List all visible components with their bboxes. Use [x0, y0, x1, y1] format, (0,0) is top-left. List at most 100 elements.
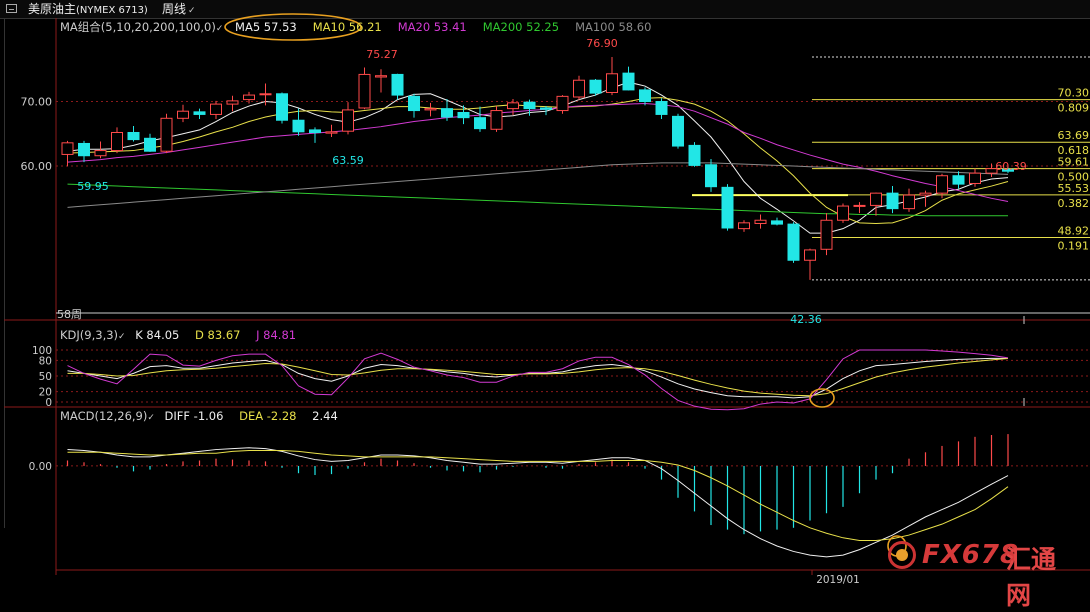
candle-body [771, 220, 783, 225]
candle-body [969, 172, 981, 184]
low-label-1: 63.59 [332, 154, 364, 167]
price-axis-label: 60.00 [21, 160, 53, 173]
ma-legend-item-ma10: MA10 56.21 [312, 20, 382, 34]
price-legend: MA组合(5,10,20,200,100,0)✓ MA5 57.53 MA10 5… [60, 20, 651, 36]
candle-body [507, 102, 519, 110]
candle-body [177, 110, 189, 119]
candle-body [589, 79, 602, 94]
candle-body [639, 89, 651, 103]
chevron-down-icon: ✓ [118, 332, 126, 342]
fib-price-label: 55.53 [1058, 182, 1090, 195]
chevron-down-icon: ✓ [188, 6, 196, 16]
instrument-title[interactable]: 美原油主(NYMEX 6713) [28, 2, 148, 16]
candle-body [309, 129, 321, 133]
chevron-down-icon: ✓ [147, 413, 155, 423]
candle-body [936, 175, 948, 194]
kdj-line-j [67, 349, 1009, 411]
fib-price-label: 70.30 [1058, 87, 1090, 100]
fib-ratio-label: 0.618 [1058, 144, 1090, 157]
candle-body [259, 93, 272, 96]
candle-body [243, 94, 255, 101]
candle-body [325, 131, 338, 134]
macd-line-diff [67, 447, 1009, 558]
candle-body [721, 186, 734, 229]
ma-line-ma200 [67, 183, 1008, 217]
watermark-text: FX678 [922, 540, 1020, 570]
kdj-cross-highlight [809, 388, 835, 408]
high-label-1: 75.27 [366, 48, 398, 61]
macd-dea-value: DEA -2.28 [239, 409, 297, 423]
candle-body [705, 164, 717, 188]
period-selector[interactable]: 周线 ✓ [162, 2, 196, 16]
ma-legend-item-ma20: MA20 53.41 [397, 20, 467, 34]
fib-price-label: 59.61 [1058, 156, 1090, 169]
highlight-circle [224, 13, 362, 41]
candle-body [655, 101, 668, 115]
candle-body [193, 111, 206, 115]
candle-body [474, 117, 486, 130]
kdj-axis-label: 0 [45, 397, 52, 409]
fib-ratio-label: 0.500 [1058, 171, 1090, 184]
fib-price-label: 63.69 [1058, 129, 1090, 142]
price-axis-label: 70.00 [21, 96, 53, 109]
candle-body [919, 192, 932, 196]
kdj-label[interactable]: KDJ(9,3,3) [60, 328, 119, 342]
low-label-start: 59.95 [77, 180, 109, 193]
kdj-line-d [67, 357, 1009, 397]
fib-ratio-label: 0.809 [1058, 102, 1090, 115]
candle-body [804, 249, 816, 261]
ma-group-label[interactable]: MA组合(5,10,20,200,100,0) [60, 20, 216, 34]
candle-body [160, 117, 173, 152]
macd-axis-label: 0.00 [29, 461, 52, 473]
weeks-label: 58周 [57, 308, 82, 321]
candle-body [342, 109, 354, 132]
kdj-line-k [67, 357, 1008, 399]
globe-logo-icon [888, 541, 916, 569]
kdj-legend: KDJ(9,3,3)✓ K 84.05 D 83.67 J 84.81 [60, 328, 296, 344]
kdj-k-value: K 84.05 [135, 328, 180, 342]
window-minimize-icon[interactable] [6, 4, 17, 13]
date-label: 2019/01 [816, 574, 860, 586]
ma-line-ma20 [67, 102, 1009, 203]
candle-body [490, 110, 503, 130]
left-frame [0, 18, 5, 528]
candle-body [870, 192, 882, 206]
candle-body [127, 131, 140, 141]
candle-body [61, 142, 74, 155]
candle-body [672, 115, 684, 147]
candle-body [540, 107, 552, 110]
kdj-j-value: J 84.81 [256, 328, 297, 342]
candle-body [820, 219, 833, 250]
candle-body [622, 72, 635, 91]
candle-body [985, 168, 998, 174]
candle-body [738, 222, 750, 230]
candle-body [144, 137, 156, 152]
chevron-down-icon: ✓ [215, 24, 224, 34]
kdj-axis-label: 20 [39, 387, 52, 399]
kdj-axis-label: 50 [39, 371, 52, 383]
high-label-2: 76.90 [586, 37, 618, 50]
fib-ratio-label: 0.382 [1058, 197, 1090, 210]
ma-legend-item-ma5: MA5 57.53 [235, 20, 297, 34]
candle-body [94, 150, 107, 157]
candle-body [441, 108, 453, 118]
candle-body [886, 192, 899, 210]
candle-body [457, 111, 470, 119]
macd-label[interactable]: MACD(12,26,9) [60, 409, 148, 423]
candle-body [837, 205, 849, 221]
candle-body [375, 75, 387, 78]
candle-body [853, 204, 866, 207]
candle-body [210, 103, 222, 115]
candle-body [78, 142, 90, 157]
ma-legend-item-ma100: MA100 58.60 [575, 20, 652, 34]
candle-body [523, 101, 536, 110]
candle-body [903, 194, 915, 210]
candle-body [787, 223, 800, 261]
ma-line-ma100 [67, 162, 1009, 208]
candle-body [754, 219, 767, 224]
macd-line-dea [67, 449, 1009, 542]
candle-body [408, 95, 420, 112]
macd-diff-value: DIFF -1.06 [164, 409, 224, 423]
low-bottom-label: 42.36 [790, 313, 822, 326]
